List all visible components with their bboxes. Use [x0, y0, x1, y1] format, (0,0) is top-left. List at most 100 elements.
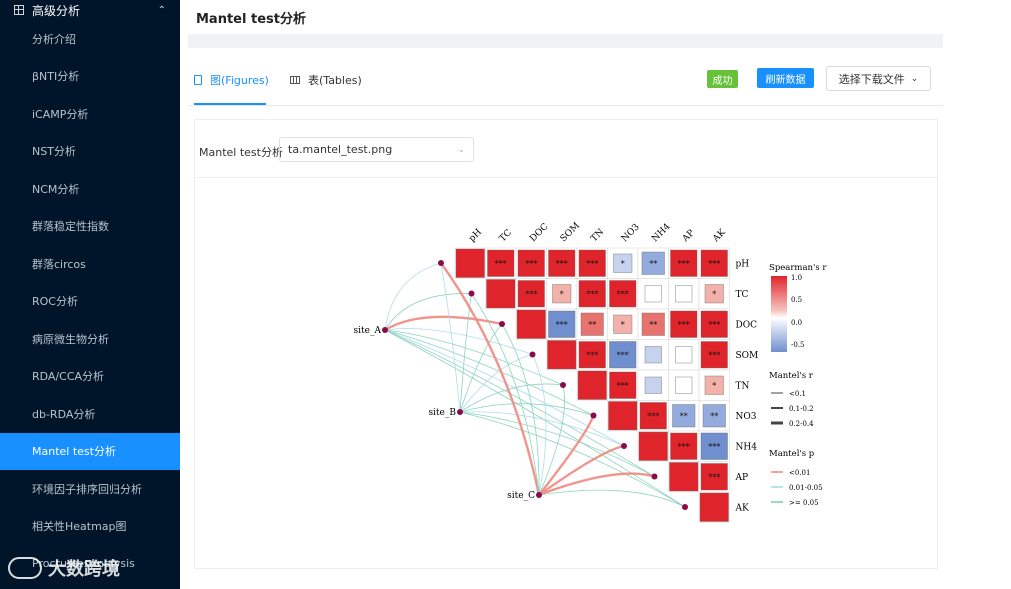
variable-node — [499, 321, 505, 327]
legend-title: Mantel's p — [769, 449, 815, 459]
heatmap-square — [670, 249, 698, 277]
sidebar-item[interactable]: 群落circos — [32, 257, 86, 271]
row-label: DOC — [736, 320, 758, 330]
significance-label: *** — [617, 290, 629, 299]
sidebar-item[interactable]: RDA/CCA分析 — [32, 370, 105, 384]
heatmap-square — [517, 249, 545, 277]
significance-label: *** — [708, 259, 720, 268]
sidebar-item[interactable]: 相关性Heatmap图 — [32, 520, 127, 534]
variable-node — [529, 351, 536, 358]
sidebar-item[interactable]: Mantel test分析 — [0, 432, 180, 470]
significance-label: *** — [525, 290, 537, 299]
row-label: TN — [736, 381, 750, 391]
site-node — [382, 327, 388, 333]
heatmap-square — [613, 253, 633, 273]
heatmap-square — [516, 309, 546, 339]
heatmap-square — [702, 404, 726, 428]
tab-tables[interactable]: 表(Tables) — [290, 72, 362, 88]
file-select[interactable]: ta.mantel_test.png ⌄ — [279, 137, 474, 162]
table-icon — [290, 76, 300, 84]
significance-label: *** — [586, 259, 598, 268]
row-label: pH — [736, 259, 750, 269]
tab-figures[interactable]: 图(Figures) — [194, 72, 269, 88]
site-node — [536, 492, 542, 498]
legend-item: 0.1-0.2 — [789, 405, 814, 413]
sidebar-item[interactable]: NST分析 — [32, 145, 76, 159]
legend-item: <0.01 — [789, 469, 810, 477]
mantel-link — [532, 354, 547, 496]
mantel-link — [459, 293, 472, 413]
heatmap-square — [578, 341, 606, 369]
heatmap-square — [670, 432, 698, 460]
heatmap-square — [670, 310, 698, 338]
main-content: Mantel test分析 图(Figures) 表(Tables) 成功 刷新… — [188, 0, 943, 589]
mantel-test-figure: pH pH TC TC DOC DOC SOM SOM TN TN NO3 NO3 NH4 NH4 AP AP… — [354, 221, 827, 523]
sidebar-item[interactable]: NCM分析 — [32, 182, 80, 196]
sidebar-group-header[interactable]: 高级分析 ⌃ — [0, 0, 180, 20]
file-select-label: Mantel test分析 — [199, 146, 283, 159]
mantel-link — [459, 411, 625, 447]
significance-label: *** — [617, 381, 629, 390]
site-label: site_A — [354, 326, 382, 336]
page-title: Mantel test分析 — [188, 0, 943, 34]
chevron-down-icon: ⌄ — [457, 144, 465, 155]
sidebar-item[interactable]: 环境因子排序回归分析 — [32, 482, 142, 496]
figure-card: Mantel test分析 ta.mantel_test.png ⌄ pH pH T… — [194, 119, 938, 569]
significance-label: ** — [588, 320, 596, 329]
sidebar-item[interactable]: ProcrustesAnalysis — [32, 557, 135, 571]
success-badge: 成功 — [707, 70, 738, 88]
sidebar-item[interactable]: iCAMP分析 — [32, 107, 89, 121]
significance-label: *** — [556, 320, 568, 329]
heatmap-square — [552, 284, 572, 304]
column-label: SOM — [559, 221, 582, 244]
colorbar-tick: -0.5 — [791, 341, 805, 349]
column-label: NH4 — [650, 222, 672, 244]
significance-label: *** — [708, 351, 720, 360]
sidebar-item[interactable]: βNTI分析 — [32, 70, 80, 84]
watermark-logo-icon — [8, 557, 42, 579]
legend-item: >= 0.05 — [789, 499, 819, 507]
file-select-value: ta.mantel_test.png — [288, 143, 393, 156]
sidebar-item[interactable]: ROC分析 — [32, 295, 78, 309]
mantel-link — [384, 329, 686, 508]
significance-label: *** — [586, 351, 598, 360]
heatmap-square — [700, 432, 728, 460]
significance-label: * — [621, 320, 625, 329]
column-label: AK — [711, 228, 728, 245]
heatmap-square — [644, 376, 662, 394]
variable-node — [438, 260, 444, 266]
sidebar-group-title: 高级分析 — [32, 3, 81, 18]
mantel-link — [538, 489, 686, 508]
significance-label: * — [712, 290, 716, 299]
chevron-down-icon: ⌄ — [910, 73, 919, 84]
active-tab-indicator — [194, 103, 266, 105]
mantel-link — [459, 411, 655, 477]
mantel-link — [384, 328, 533, 355]
significance-label: ** — [680, 412, 688, 421]
row-label: TC — [736, 290, 749, 300]
download-file-select[interactable]: 选择下载文件 ⌄ — [826, 66, 931, 91]
tab-figures-label: 图(Figures) — [210, 74, 269, 87]
sidebar-item[interactable]: 群落稳定性指数 — [32, 220, 109, 234]
heatmap-square — [644, 285, 662, 303]
variable-node — [590, 412, 597, 419]
heatmap-square — [639, 402, 667, 430]
heatmap-square — [700, 463, 728, 491]
heatmap-square — [578, 280, 606, 308]
sidebar-item[interactable]: db-RDA分析 — [32, 407, 96, 421]
column-label: AP — [680, 228, 697, 245]
significance-label: *** — [617, 351, 629, 360]
heatmap-square — [675, 376, 693, 394]
column-label: NO3 — [620, 222, 642, 244]
column-label: DOC — [528, 222, 550, 244]
sidebar-item[interactable]: 病原微生物分析 — [32, 332, 109, 346]
heatmap-square — [699, 492, 729, 522]
heatmap-square — [700, 310, 728, 338]
heatmap-square — [609, 341, 637, 369]
document-icon — [194, 75, 202, 85]
significance-label: * — [560, 290, 564, 299]
sidebar-item[interactable]: 分析介绍 — [32, 32, 76, 46]
heatmap-square — [486, 279, 516, 309]
heatmap-square — [669, 462, 699, 492]
refresh-data-button[interactable]: 刷新数据 — [757, 68, 814, 88]
